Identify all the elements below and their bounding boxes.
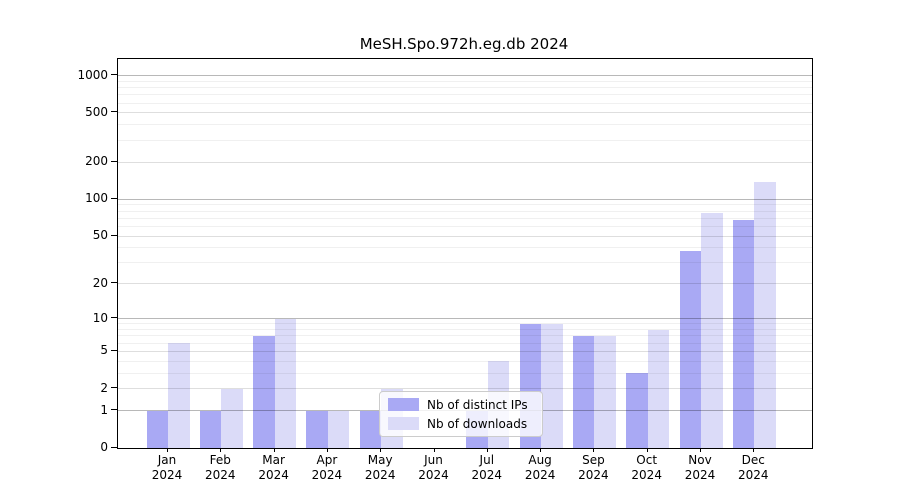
y-gridline-300 — [118, 139, 812, 141]
y-axis-tick-label: 200 — [85, 154, 108, 169]
y-gridline-800 — [118, 87, 812, 89]
y-axis-tick-mark — [111, 446, 117, 448]
bar-downloads-jan — [168, 343, 190, 448]
y-gridline-600 — [118, 102, 812, 104]
x-axis-tick-mark — [167, 448, 168, 452]
bar-distinct-ips-jan — [146, 410, 168, 448]
y-gridline-100 — [118, 198, 812, 200]
x-axis-tick-mark — [220, 448, 222, 452]
bar-downloads-apr — [327, 410, 350, 448]
bar-distinct-ips-apr — [306, 410, 328, 448]
bar-downloads-aug — [541, 323, 563, 448]
x-axis-tick-label-dec: Dec 2024 — [738, 453, 769, 482]
x-axis-tick-mark — [753, 448, 755, 452]
y-axis-tick-mark — [111, 349, 117, 351]
x-axis-tick-label-apr: Apr 2024 — [311, 453, 343, 482]
y-axis-tick-mark — [111, 409, 117, 411]
y-axis-tick-mark — [111, 282, 117, 284]
chart-title: MeSH.Spo.972h.eg.db 2024 — [359, 35, 569, 53]
x-axis-tick-label-may: May 2024 — [364, 453, 396, 482]
bar-downloads-sep — [594, 335, 616, 448]
legend-label-downloads: Nb of downloads — [427, 416, 528, 431]
x-axis-tick-label-mar: Mar 2024 — [258, 453, 289, 482]
x-axis-tick-label-nov: Nov 2024 — [684, 453, 716, 482]
x-axis-tick-mark — [486, 448, 488, 452]
x-axis-tick-label-jun: Jun 2024 — [418, 453, 449, 482]
y-gridline-500 — [118, 112, 812, 114]
x-axis-tick-mark — [433, 448, 435, 452]
x-axis-tick-label-aug: Aug 2024 — [524, 453, 556, 482]
bar-distinct-ips-may — [359, 410, 382, 448]
distinct-ips-swatch — [388, 398, 419, 411]
y-gridline-900 — [118, 80, 812, 82]
bar-downloads-oct — [647, 329, 670, 448]
bar-downloads-mar — [274, 318, 297, 448]
x-axis-tick-mark — [700, 448, 701, 452]
bar-distinct-ips-nov — [679, 250, 701, 448]
bar-distinct-ips-feb — [199, 410, 222, 448]
x-axis-tick-label-jul: Jul 2024 — [471, 453, 503, 482]
x-axis-tick-mark — [380, 448, 382, 452]
legend-box: Nb of distinct IPs Nb of downloads — [379, 391, 543, 437]
y-gridline-200 — [118, 161, 812, 163]
bar-distinct-ips-mar — [253, 335, 275, 448]
y-axis-tick-mark — [111, 197, 117, 199]
y-axis-tick-mark — [111, 111, 117, 113]
y-axis-tick-label: 1 — [100, 402, 108, 417]
bar-distinct-ips-sep — [572, 335, 595, 448]
y-gridline-90 — [118, 204, 812, 206]
bar-downloads-nov — [701, 212, 723, 448]
y-axis-tick-mark — [111, 74, 117, 76]
y-gridline-1000 — [118, 75, 812, 77]
y-gridline-700 — [118, 94, 812, 96]
y-axis-tick-label: 100 — [85, 191, 108, 206]
x-axis-tick-mark — [273, 448, 275, 452]
y-axis-tick-label: 500 — [85, 104, 108, 119]
y-axis-tick-mark — [111, 160, 117, 162]
y-axis-tick-label: 50 — [92, 228, 108, 243]
bar-distinct-ips-dec — [732, 219, 755, 448]
x-axis-tick-mark — [646, 448, 648, 452]
x-axis-tick-mark — [593, 448, 595, 452]
legend-item-downloads: Nb of downloads — [388, 417, 534, 431]
y-axis-tick-label: 10 — [92, 310, 108, 325]
downloads-swatch — [388, 417, 419, 430]
y-axis-tick-label: 0 — [100, 440, 108, 454]
x-axis-tick-label-oct: Oct 2024 — [631, 453, 662, 482]
y-axis-tick-mark — [111, 317, 117, 319]
x-axis-tick-label-jan: Jan 2024 — [151, 453, 183, 482]
y-axis-tick-mark — [111, 234, 117, 236]
x-axis-tick-label-sep: Sep 2024 — [578, 453, 609, 482]
y-gridline-400 — [118, 124, 812, 126]
bar-distinct-ips-oct — [626, 373, 648, 448]
legend-item-distinct-ips: Nb of distinct IPs — [388, 398, 534, 412]
y-gridline-80 — [118, 210, 812, 212]
x-axis-tick-mark — [326, 448, 328, 452]
y-axis-tick-label: 2 — [100, 380, 108, 395]
bar-downloads-dec — [754, 181, 776, 448]
y-axis-tick-mark — [111, 387, 117, 389]
y-axis-tick-label: 5 — [100, 343, 108, 358]
y-axis-tick-label: 20 — [92, 275, 108, 290]
x-axis-tick-label-feb: Feb 2024 — [205, 453, 236, 482]
bar-downloads-feb — [221, 388, 243, 448]
legend-label-distinct-ips: Nb of distinct IPs — [427, 397, 528, 412]
y-axis-tick-label: 1000 — [77, 67, 108, 82]
x-axis-tick-mark — [540, 448, 542, 452]
